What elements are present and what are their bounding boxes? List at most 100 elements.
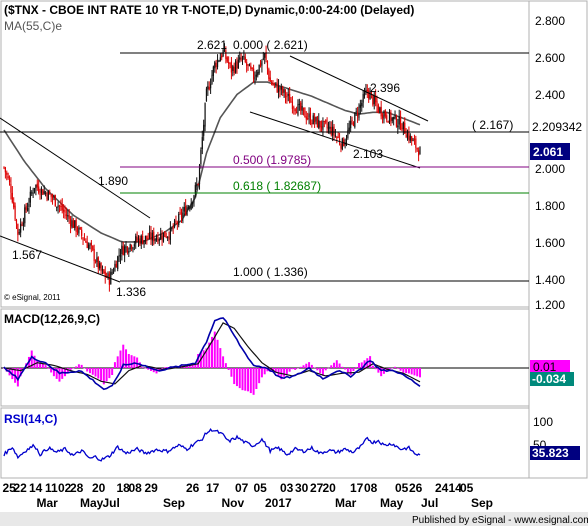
candle-body bbox=[47, 191, 49, 201]
candle-body bbox=[391, 117, 393, 121]
candle-body bbox=[305, 116, 307, 120]
candle-body bbox=[237, 59, 239, 69]
x-tick-label: 14 bbox=[449, 481, 463, 495]
candle-body bbox=[124, 246, 126, 256]
candle-body bbox=[300, 102, 302, 111]
macd-histogram-bar bbox=[194, 364, 197, 368]
x-tick-label: 20 bbox=[92, 481, 106, 495]
macd-histogram-bar bbox=[321, 368, 324, 376]
candle-body bbox=[179, 212, 181, 214]
level-2167-label: ( 2.167) bbox=[472, 118, 513, 132]
candle-body bbox=[26, 207, 29, 211]
candle-body bbox=[215, 62, 217, 68]
candle-body bbox=[117, 256, 119, 270]
macd-series bbox=[3, 317, 421, 395]
macd-histogram-bar bbox=[205, 348, 208, 368]
candle-body bbox=[205, 88, 208, 102]
candle-body bbox=[405, 134, 407, 138]
macd-histogram-bar bbox=[230, 368, 233, 377]
candle-body bbox=[295, 111, 298, 114]
candle-body bbox=[287, 94, 289, 96]
candle-body bbox=[104, 271, 106, 278]
macd-histogram-bar bbox=[380, 368, 383, 377]
candle-body bbox=[54, 195, 56, 207]
candle-body bbox=[277, 85, 280, 93]
macd-histogram-bar bbox=[294, 368, 297, 370]
price-y-ticks: 2.800 2.600 2.400 2.000 1.800 1.600 1.40… bbox=[535, 14, 565, 312]
candle-body bbox=[143, 240, 145, 245]
candle-body bbox=[290, 101, 292, 103]
price-tags: 2.209342 2.061 bbox=[530, 118, 586, 160]
candle-body bbox=[340, 144, 342, 149]
candle-body bbox=[404, 122, 406, 134]
candle-body bbox=[265, 52, 267, 60]
candle-body bbox=[225, 50, 227, 59]
candle-body bbox=[248, 64, 251, 67]
candle-body bbox=[276, 83, 278, 93]
x-tick-label: Mar bbox=[37, 496, 59, 510]
x-tick-label: 08 bbox=[364, 481, 378, 495]
x-tick-label: Sep bbox=[163, 496, 185, 510]
candle-body bbox=[376, 100, 378, 106]
candle-body bbox=[101, 269, 104, 271]
candle-body bbox=[4, 167, 6, 173]
candle-body bbox=[399, 116, 402, 129]
candle-body bbox=[190, 203, 192, 209]
macd-histogram-bar bbox=[158, 368, 161, 372]
swing-low-label: 1.567 bbox=[12, 248, 42, 262]
macd-histogram-bar bbox=[163, 367, 166, 368]
x-tick-label: 17 bbox=[350, 481, 364, 495]
x-tick-label: 20 bbox=[323, 481, 337, 495]
candle-body bbox=[45, 192, 47, 194]
candle-body bbox=[82, 237, 84, 240]
macd-histogram-bar bbox=[407, 368, 410, 374]
x-tick-label: 17 bbox=[206, 481, 220, 495]
candle-body bbox=[97, 257, 99, 269]
candle-body bbox=[275, 82, 277, 84]
macd-value: -0.034 bbox=[532, 372, 566, 386]
candle-body bbox=[325, 120, 327, 123]
candle-body bbox=[15, 219, 18, 224]
macd-histogram-bar bbox=[410, 368, 413, 375]
candlestick-series bbox=[3, 43, 421, 292]
macd-histogram-bar bbox=[30, 350, 33, 368]
candle-body bbox=[31, 192, 33, 194]
candle-body bbox=[415, 138, 417, 148]
macd-tag: 0.01 bbox=[533, 360, 557, 374]
candle-body bbox=[111, 272, 113, 274]
candle-body bbox=[153, 231, 155, 242]
candle-body bbox=[322, 120, 324, 130]
swing-annotations: 2.621 2.396 2.103 1.890 1.567 1.336 bbox=[12, 38, 400, 299]
candle-body bbox=[180, 212, 183, 218]
macd-histogram-bar bbox=[319, 368, 322, 374]
candle-body bbox=[228, 62, 230, 64]
macd-signal-line bbox=[3, 322, 421, 385]
macd-tags: 0.01 -0.034 bbox=[530, 360, 574, 386]
macd-histogram-bar bbox=[391, 368, 394, 369]
macd-histogram-bar bbox=[127, 354, 130, 368]
candle-body bbox=[368, 90, 370, 99]
candle-body bbox=[56, 206, 58, 208]
candle-body bbox=[100, 262, 102, 272]
candle-body bbox=[198, 165, 201, 185]
candle-body bbox=[94, 261, 97, 263]
candle-body bbox=[121, 245, 123, 254]
x-tick-label: 30 bbox=[295, 481, 309, 495]
candle-body bbox=[115, 263, 117, 268]
candle-body bbox=[418, 150, 420, 156]
macd-histogram-bar bbox=[388, 368, 391, 370]
candle-body bbox=[28, 203, 30, 208]
candle-body bbox=[13, 202, 15, 208]
macd-histogram-bar bbox=[266, 368, 269, 372]
candle-body bbox=[279, 87, 281, 91]
candle-body bbox=[412, 139, 414, 142]
candle-body bbox=[257, 72, 259, 76]
candle-body bbox=[354, 112, 356, 128]
candle-body bbox=[394, 114, 396, 119]
x-tick-label: 24 bbox=[435, 481, 449, 495]
candle-body bbox=[176, 222, 178, 224]
candle-body bbox=[119, 254, 122, 257]
candle-body bbox=[226, 57, 228, 62]
channel-line-upper bbox=[289, 55, 429, 122]
